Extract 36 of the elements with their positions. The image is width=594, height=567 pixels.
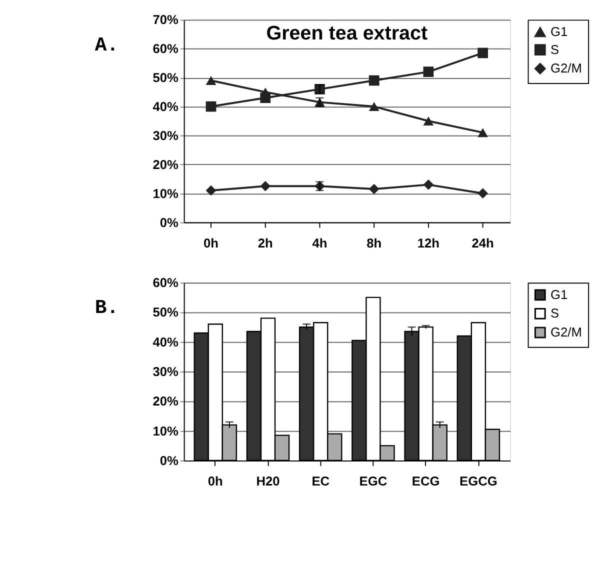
y-tick-label: 50% xyxy=(152,70,179,86)
x-tick-label: EC xyxy=(312,474,330,489)
x-tick-label: 4h xyxy=(312,236,328,251)
y-tick-label: 40% xyxy=(152,98,179,114)
legend-label: G2/M xyxy=(550,324,582,340)
x-tick-label: ECG xyxy=(412,474,440,489)
x-tick-label: 0h xyxy=(204,236,219,251)
legend-label: G2/M xyxy=(550,60,582,76)
x-tick-label: 2h xyxy=(258,236,274,251)
y-tick-label: 30% xyxy=(152,364,179,379)
x-tick-label: 24h xyxy=(472,236,494,251)
y-tick-label: 20% xyxy=(152,394,179,409)
text: A. xyxy=(94,34,119,56)
legend-label: G1 xyxy=(550,286,568,302)
x-tick-label: H20 xyxy=(256,474,280,489)
legend-label: S xyxy=(550,42,560,57)
text: B. xyxy=(94,297,119,320)
y-tick-label: 10% xyxy=(152,423,179,438)
x-tick-label: EGC xyxy=(359,474,388,489)
x-tick-label: 8h xyxy=(366,236,382,251)
x-tick-label: 0h xyxy=(208,474,224,489)
y-tick-label: 60% xyxy=(152,41,179,56)
y-tick-label: 0% xyxy=(160,452,179,468)
x-tick-label: 12h xyxy=(417,236,440,251)
y-tick-label: 70% xyxy=(152,12,179,28)
y-tick-label: 0% xyxy=(160,214,179,230)
y-tick-label: 20% xyxy=(152,156,179,172)
y-tick-label: 50% xyxy=(152,304,179,320)
y-tick-label: 60% xyxy=(152,275,179,290)
y-tick-label: 40% xyxy=(152,334,179,350)
y-tick-label: 30% xyxy=(152,128,179,143)
x-tick-label: EGCG xyxy=(460,474,498,489)
legend-label: S xyxy=(550,306,560,321)
chart-title: Green tea extract xyxy=(266,22,428,44)
y-tick-label: 10% xyxy=(152,186,179,201)
legend-label: G1 xyxy=(550,24,568,40)
